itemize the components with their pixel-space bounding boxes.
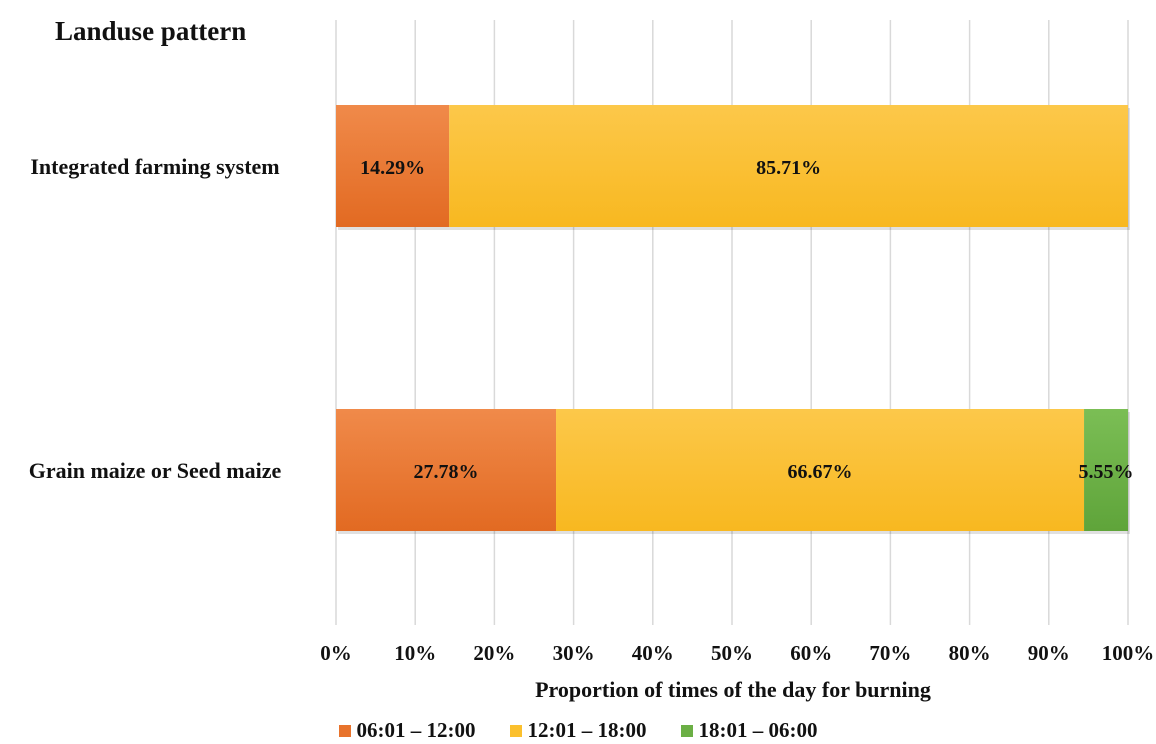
data-label: 66.67% xyxy=(788,461,853,483)
x-tick-label: 90% xyxy=(1028,641,1070,665)
y-axis-title: Landuse pattern xyxy=(55,16,247,46)
legend-label: 12:01 – 18:00 xyxy=(527,718,647,742)
data-label: 5.55% xyxy=(1079,461,1134,483)
x-tick-label: 80% xyxy=(949,641,991,665)
x-axis-label: Proportion of times of the day for burni… xyxy=(535,677,931,702)
category-label: Integrated farming system xyxy=(30,154,279,179)
x-tick-label: 20% xyxy=(473,641,515,665)
legend-label: 06:01 – 12:00 xyxy=(356,718,476,742)
x-tick-label: 30% xyxy=(553,641,595,665)
category-labels: Integrated farming system Grain maize or … xyxy=(29,154,282,483)
legend-swatch xyxy=(680,724,693,737)
bar-segment xyxy=(556,409,1085,531)
x-tick-label: 60% xyxy=(790,641,832,665)
legend: 06:01 – 12:00 12:01 – 18:00 18:01 – 06:00 xyxy=(0,718,1156,743)
legend-label: 18:01 – 06:00 xyxy=(698,718,818,742)
category-label: Grain maize or Seed maize xyxy=(29,458,282,483)
bar-segment xyxy=(336,409,557,531)
legend-swatch xyxy=(509,724,522,737)
legend-item: 18:01 – 06:00 xyxy=(680,718,818,743)
bar-segment xyxy=(1084,409,1128,531)
x-tick-label: 10% xyxy=(394,641,436,665)
bar-segment xyxy=(449,105,1129,227)
x-tick-labels: 0% 10% 20% 30% 40% 50% 60% 70% 80% 90% 100% xyxy=(320,641,1154,665)
bars: 14.29% 85.71% 27.78% 66.67% 5.55% xyxy=(336,105,1134,534)
x-tick-label: 50% xyxy=(711,641,753,665)
legend-item: 12:01 – 18:00 xyxy=(509,718,647,743)
data-label: 27.78% xyxy=(414,461,479,483)
data-label: 14.29% xyxy=(360,157,425,179)
legend-swatch xyxy=(338,724,351,737)
bar-segment xyxy=(336,105,450,227)
x-tick-label: 0% xyxy=(320,641,352,665)
data-label: 85.71% xyxy=(756,157,821,179)
x-tick-label: 40% xyxy=(632,641,674,665)
x-tick-label: 70% xyxy=(869,641,911,665)
legend-item: 06:01 – 12:00 xyxy=(338,718,476,743)
x-tick-label: 100% xyxy=(1102,641,1155,665)
